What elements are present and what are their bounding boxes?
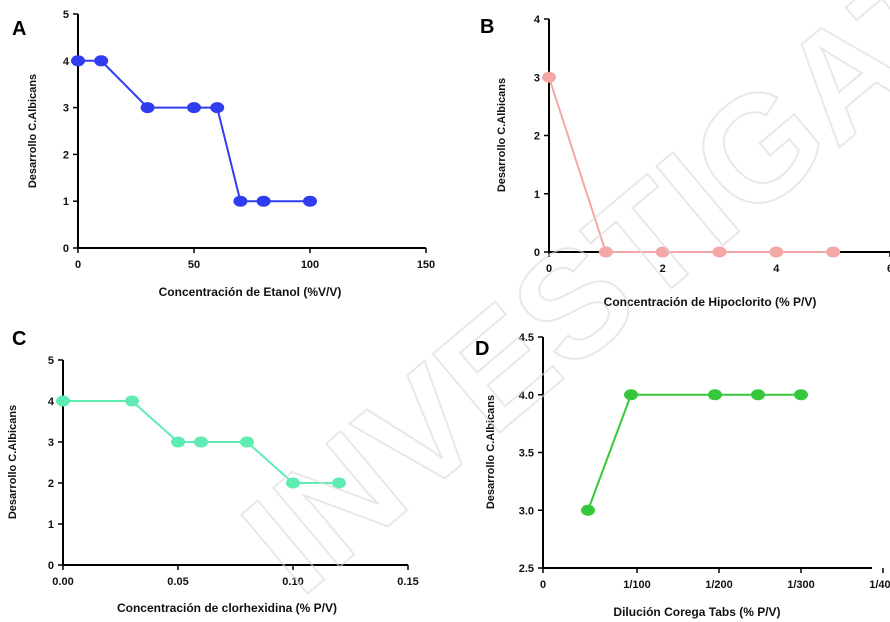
panel-letter: B [480,16,494,38]
panel-letter: A [12,18,26,40]
data-point [332,477,346,489]
data-point [712,246,727,258]
y-tick-label: 0 [48,560,54,572]
x-tick-label: 0 [546,263,552,275]
x-tick-label: 0.05 [167,576,188,588]
y-tick-label: 0 [63,243,69,255]
y-axis-label: Desarrollo C.Albicans [7,405,19,519]
y-tick-label: 1 [48,519,54,531]
data-point [794,389,808,401]
x-tick-label: 0.10 [282,576,303,588]
y-tick-label: 2.5 [519,563,534,575]
series-line [78,59,310,203]
data-point [598,246,613,258]
chart-panel-C: C 0.00 0.05 0.10 0.15 0 1 2 3 4 5 Concentración de … [7,328,419,615]
data-point [256,195,271,207]
data-point [210,102,225,114]
y-tick-label: 1 [63,196,69,208]
data-point [303,195,317,207]
data-point [187,102,201,114]
data-point [71,55,85,67]
data-point [56,395,70,407]
y-tick-label: 4 [48,396,55,408]
y-tick-label: 3 [63,103,69,115]
data-point [140,102,155,114]
x-axis-label: Concentración de Etanol (%V/V) [159,285,342,299]
data-point [751,389,765,401]
y-axis-label: Desarrollo C.Albicans [485,395,497,509]
y-tick-label: 5 [63,9,69,21]
data-point [769,246,784,258]
y-tick-label: 0 [534,247,540,259]
x-tick-label: 0 [75,259,81,271]
y-axis-label: Desarrollo C.Albicans [27,74,39,188]
x-tick-label: 0 [540,579,546,591]
y-tick-label: 5 [48,355,54,367]
data-point [655,246,670,258]
watermark-text: INVESTIGATIO [213,0,890,622]
series-line [587,393,801,511]
x-tick-label: 100 [301,259,319,271]
y-tick-label: 3 [48,437,54,449]
y-tick-label: 2 [48,478,54,490]
data-point [194,436,208,448]
data-point [624,389,638,401]
data-point [94,55,109,67]
x-axis-label: Concentración de clorhexidina (% P/V) [117,601,337,615]
data-point [581,504,595,516]
y-tick-label: 4.5 [519,332,534,344]
x-tick-label: 6 [887,263,890,275]
y-tick-label: 3 [534,72,540,84]
y-tick-label: 2 [534,131,540,143]
y-tick-label: 3.5 [519,448,534,460]
x-tick-label: 4 [773,263,780,275]
data-point [125,395,139,407]
data-point [286,477,300,489]
data-point [240,436,254,448]
y-axis-label: Desarrollo C.Albicans [496,78,508,192]
y-tick-label: 4 [534,14,541,26]
x-tick-label: 1/400 [869,579,890,591]
y-tick-label: 4.0 [519,390,534,402]
x-tick-label: 150 [417,259,435,271]
chart-panel-D: D 0 1/100 1/200 1/300 1/400 2.5 3.0 3.5 4.0 4.5 Dil… [475,332,890,619]
panel-letter: C [12,328,26,350]
data-point [826,246,841,258]
data-point [171,436,185,448]
x-tick-label: 2 [660,263,666,275]
data-point [233,195,248,207]
x-axis-label: Concentración de Hipoclorito (% P/V) [604,295,817,309]
series-line [548,76,834,253]
x-tick-label: 1/100 [623,579,651,591]
y-tick-label: 3.0 [519,505,534,517]
x-tick-label: 1/300 [787,579,815,591]
y-tick-label: 1 [534,189,540,201]
x-tick-label: 0.00 [52,576,73,588]
y-tick-label: 4 [63,56,70,68]
chart-panel-A: A 0 50 100 150 0 1 2 3 4 5 Concentración de Etanol … [12,9,435,299]
data-point [542,71,556,83]
x-tick-label: 0.15 [397,576,418,588]
data-point [708,389,722,401]
x-tick-label: 1/200 [705,579,733,591]
x-axis-label: Dilución Corega Tabs (% P/V) [613,605,780,619]
y-tick-label: 2 [63,149,69,161]
x-tick-label: 50 [188,259,200,271]
chart-panel-B: B 0 2 4 6 0 1 2 3 4 Concentración de Hipoclorito (… [480,14,890,309]
panel-letter: D [475,338,489,360]
